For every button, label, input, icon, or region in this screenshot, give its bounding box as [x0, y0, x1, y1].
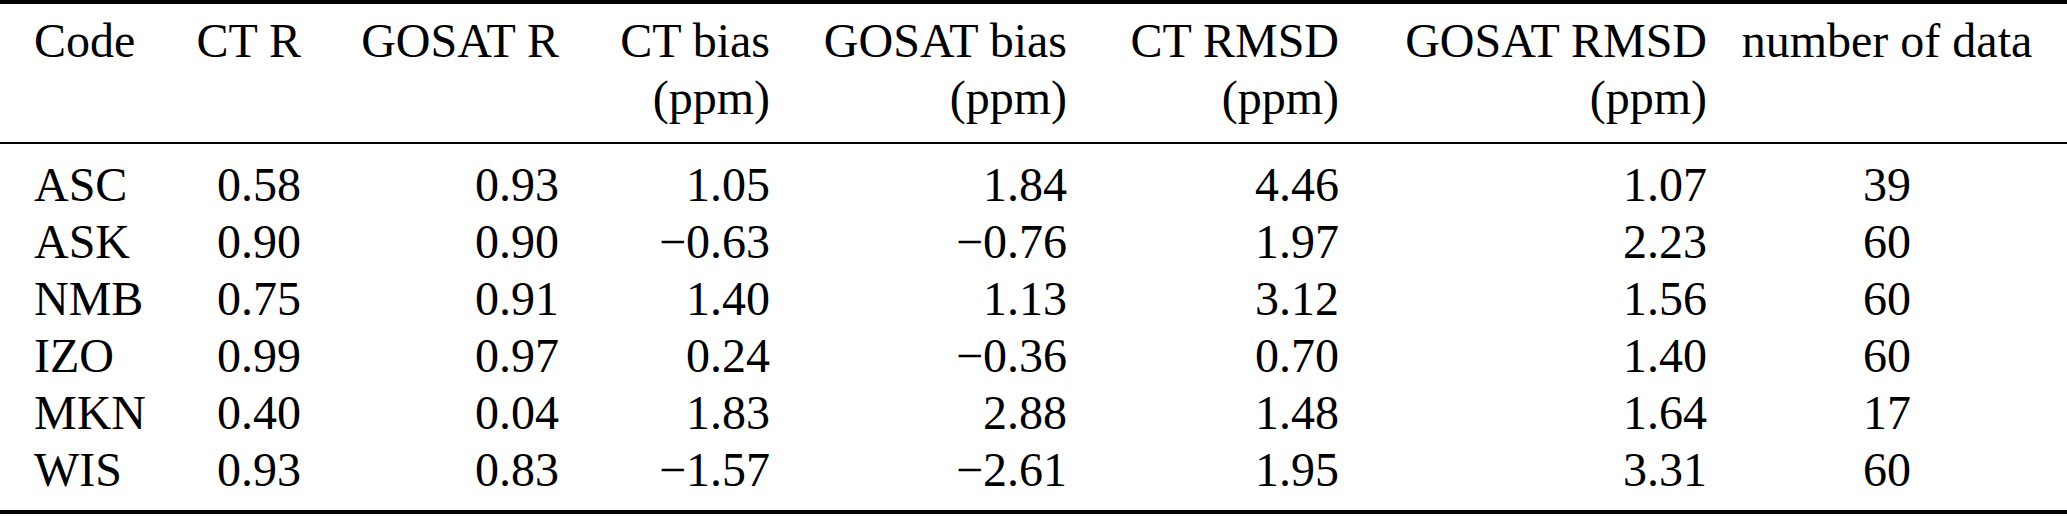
column-label: CT bias [620, 14, 770, 67]
cell-gosat-r: 0.90 [301, 213, 559, 270]
cell-station-code: ASK [0, 213, 170, 270]
table-row-nmb: NMB 0.75 0.91 1.40 1.13 3.12 1.56 60 [0, 270, 2067, 327]
cell-gosat-bias: 2.88 [770, 384, 1067, 441]
cell-number-of-data: 17 [1707, 384, 2067, 441]
cell-station-code: NMB [0, 270, 170, 327]
cell-gosat-bias: 1.13 [770, 270, 1067, 327]
column-header-ct-rmsd: CT RMSD (ppm) [1067, 2, 1339, 143]
cell-station-code: MKN [0, 384, 170, 441]
column-label: number of data [1742, 14, 2033, 67]
column-label: CT RMSD [1130, 14, 1339, 67]
cell-gosat-r: 0.83 [301, 441, 559, 512]
cell-number-of-data: 60 [1707, 441, 2067, 512]
cell-gosat-rmsd: 3.31 [1339, 441, 1707, 512]
cell-ct-bias: 1.83 [559, 384, 770, 441]
column-label: Code [34, 14, 135, 67]
cell-ct-bias: −0.63 [559, 213, 770, 270]
cell-station-code: WIS [0, 441, 170, 512]
column-unit: (ppm) [1067, 69, 1339, 126]
station-statistics-table: Code CT R GOSAT R CT bias (ppm) GOSAT bi… [0, 0, 2067, 514]
cell-number-of-data: 60 [1707, 213, 2067, 270]
cell-number-of-data: 60 [1707, 270, 2067, 327]
cell-gosat-bias: 1.84 [770, 143, 1067, 213]
table-row-mkn: MKN 0.40 0.04 1.83 2.88 1.48 1.64 17 [0, 384, 2067, 441]
column-header-number-of-data: number of data [1707, 2, 2067, 143]
cell-ct-rmsd: 1.48 [1067, 384, 1339, 441]
column-header-code: Code [0, 2, 170, 143]
column-unit: (ppm) [1339, 69, 1707, 126]
cell-ct-rmsd: 0.70 [1067, 327, 1339, 384]
cell-ct-r: 0.58 [170, 143, 301, 213]
table-row-izo: IZO 0.99 0.97 0.24 −0.36 0.70 1.40 60 [0, 327, 2067, 384]
cell-station-code: IZO [0, 327, 170, 384]
cell-ct-r: 0.75 [170, 270, 301, 327]
table-row-wis: WIS 0.93 0.83 −1.57 −2.61 1.95 3.31 60 [0, 441, 2067, 512]
cell-gosat-r: 0.91 [301, 270, 559, 327]
table-body: ASC 0.58 0.93 1.05 1.84 4.46 1.07 39 ASK… [0, 143, 2067, 512]
cell-gosat-rmsd: 1.40 [1339, 327, 1707, 384]
cell-number-of-data: 39 [1707, 143, 2067, 213]
column-header-gosat-bias: GOSAT bias (ppm) [770, 2, 1067, 143]
cell-gosat-r: 0.97 [301, 327, 559, 384]
cell-ct-bias: 1.40 [559, 270, 770, 327]
cell-gosat-rmsd: 1.07 [1339, 143, 1707, 213]
cell-gosat-rmsd: 2.23 [1339, 213, 1707, 270]
cell-ct-r: 0.99 [170, 327, 301, 384]
table-row-ask: ASK 0.90 0.90 −0.63 −0.76 1.97 2.23 60 [0, 213, 2067, 270]
cell-ct-bias: 1.05 [559, 143, 770, 213]
cell-gosat-r: 0.93 [301, 143, 559, 213]
header-row: Code CT R GOSAT R CT bias (ppm) GOSAT bi… [0, 2, 2067, 143]
cell-ct-rmsd: 1.95 [1067, 441, 1339, 512]
cell-ct-rmsd: 3.12 [1067, 270, 1339, 327]
column-header-ct-r: CT R [170, 2, 301, 143]
table-row-asc: ASC 0.58 0.93 1.05 1.84 4.46 1.07 39 [0, 143, 2067, 213]
column-unit: (ppm) [770, 69, 1067, 126]
cell-gosat-bias: −0.36 [770, 327, 1067, 384]
column-header-ct-bias: CT bias (ppm) [559, 2, 770, 143]
table-header: Code CT R GOSAT R CT bias (ppm) GOSAT bi… [0, 2, 2067, 143]
column-label: CT R [197, 14, 301, 67]
cell-gosat-r: 0.04 [301, 384, 559, 441]
column-unit: (ppm) [559, 69, 770, 126]
cell-ct-rmsd: 1.97 [1067, 213, 1339, 270]
cell-ct-bias: −1.57 [559, 441, 770, 512]
cell-ct-r: 0.40 [170, 384, 301, 441]
cell-ct-bias: 0.24 [559, 327, 770, 384]
cell-station-code: ASC [0, 143, 170, 213]
column-label: GOSAT bias [824, 14, 1067, 67]
cell-ct-r: 0.90 [170, 213, 301, 270]
cell-gosat-bias: −2.61 [770, 441, 1067, 512]
cell-gosat-bias: −0.76 [770, 213, 1067, 270]
column-header-gosat-rmsd: GOSAT RMSD (ppm) [1339, 2, 1707, 143]
cell-number-of-data: 60 [1707, 327, 2067, 384]
cell-gosat-rmsd: 1.64 [1339, 384, 1707, 441]
cell-ct-rmsd: 4.46 [1067, 143, 1339, 213]
cell-ct-r: 0.93 [170, 441, 301, 512]
column-label: GOSAT R [361, 14, 559, 67]
column-header-gosat-r: GOSAT R [301, 2, 559, 143]
column-label: GOSAT RMSD [1405, 14, 1707, 67]
cell-gosat-rmsd: 1.56 [1339, 270, 1707, 327]
